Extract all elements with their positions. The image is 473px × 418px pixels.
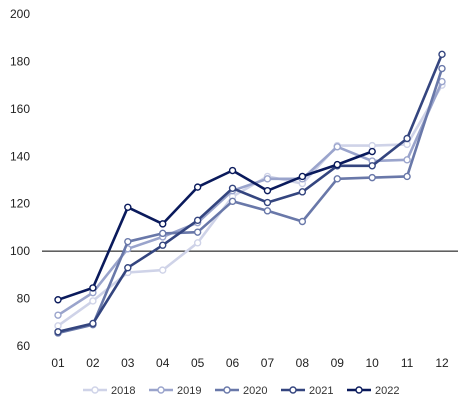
x-tick-label: 06 (226, 356, 240, 370)
x-tick-label: 08 (296, 356, 310, 370)
data-point-2020-11 (403, 172, 411, 181)
data-point-2021-12 (438, 50, 446, 59)
legend-label: 2022 (375, 385, 399, 397)
data-point-2020-05 (193, 228, 202, 236)
data-point-2020-04 (159, 229, 167, 238)
legend-swatch-marker (223, 386, 231, 394)
y-tick-label: 60 (17, 339, 31, 353)
data-point-2021-03 (124, 264, 132, 272)
data-point-2022-03 (124, 203, 132, 211)
data-point-2021-02 (89, 319, 97, 328)
series-line-2020 (56, 67, 444, 335)
data-point-2021-05 (193, 216, 202, 225)
series-line-2019 (56, 80, 444, 317)
data-point-2022-08 (298, 172, 307, 181)
legend-swatch-marker (157, 386, 165, 394)
legend-item-2022: 2022 (347, 385, 399, 397)
data-point-2020-08 (298, 217, 307, 226)
x-tick-label: 01 (51, 356, 65, 370)
data-point-2022-09 (333, 160, 341, 169)
data-point-2019-11 (403, 156, 411, 164)
data-point-2022-04 (159, 220, 167, 228)
legend: 2018 2019 2020 2021 2022 (83, 385, 399, 397)
series-group (54, 50, 446, 337)
legend-item-2020: 2020 (215, 385, 267, 397)
legend-swatch-marker (289, 386, 297, 394)
data-point-2020-12 (438, 64, 446, 73)
data-point-2022-10 (368, 147, 376, 156)
series-line-2022 (56, 150, 374, 302)
legend-item-2019: 2019 (149, 385, 201, 397)
data-point-2021-01 (54, 328, 62, 336)
series-2020 (54, 64, 446, 337)
data-point-2021-08 (298, 188, 307, 196)
data-point-2021-11 (403, 134, 411, 143)
data-point-2018-02 (89, 297, 97, 305)
y-tick-label: 200 (10, 7, 30, 21)
x-tick-label: 07 (261, 356, 275, 370)
series-line-2021 (56, 52, 444, 334)
data-point-2022-02 (89, 284, 97, 292)
x-tick-label: 09 (331, 356, 345, 370)
data-point-2020-03 (124, 237, 132, 246)
series-2019 (54, 77, 446, 319)
x-tick-label: 03 (121, 356, 135, 370)
legend-item-2021: 2021 (281, 385, 333, 397)
legend-label: 2018 (111, 385, 135, 397)
y-tick-label: 100 (10, 244, 30, 258)
y-tick-label: 80 (17, 292, 31, 306)
data-point-2018-11 (403, 140, 411, 149)
legend-swatch-marker (355, 386, 363, 394)
legend-label: 2021 (309, 385, 333, 397)
x-tick-label: 11 (401, 356, 414, 370)
series-2022 (54, 147, 376, 304)
legend-label: 2019 (177, 385, 201, 397)
y-tick-label: 160 (10, 102, 30, 116)
data-point-2021-04 (159, 241, 167, 249)
data-point-2022-05 (193, 183, 202, 191)
data-point-2020-07 (263, 207, 272, 215)
series-2021 (54, 50, 446, 336)
legend-swatch-marker (91, 386, 99, 394)
y-tick-label: 120 (10, 197, 30, 211)
data-point-2022-06 (228, 166, 237, 175)
y-axis: 60 80 100 120 140 160 180 200 (10, 7, 30, 353)
data-point-2020-09 (333, 175, 341, 183)
data-point-2018-04 (159, 266, 167, 274)
data-point-2018-01 (54, 322, 62, 330)
data-point-2021-07 (263, 198, 272, 207)
y-tick-label: 140 (10, 149, 30, 163)
data-point-2019-12 (438, 77, 446, 86)
x-tick-label: 12 (435, 356, 449, 370)
x-tick-label: 02 (86, 356, 100, 370)
data-point-2022-07 (263, 186, 272, 195)
data-point-2020-06 (228, 197, 237, 206)
data-point-2021-10 (368, 162, 376, 170)
data-point-2019-01 (54, 311, 62, 319)
legend-label: 2020 (243, 385, 267, 397)
data-point-2018-10 (368, 141, 376, 150)
data-point-2018-05 (193, 239, 202, 247)
x-axis: 01 02 03 04 05 06 07 08 09 10 11 12 (51, 356, 449, 370)
x-tick-label: 05 (191, 356, 205, 370)
legend-item-2018: 2018 (83, 385, 135, 397)
data-point-2022-01 (54, 296, 62, 304)
y-tick-label: 180 (10, 54, 30, 68)
x-tick-label: 10 (366, 356, 380, 370)
data-point-2019-09 (333, 143, 341, 151)
data-point-2019-07 (263, 175, 272, 183)
data-point-2020-10 (368, 173, 376, 182)
data-point-2021-06 (228, 184, 237, 193)
x-tick-label: 04 (156, 356, 170, 370)
